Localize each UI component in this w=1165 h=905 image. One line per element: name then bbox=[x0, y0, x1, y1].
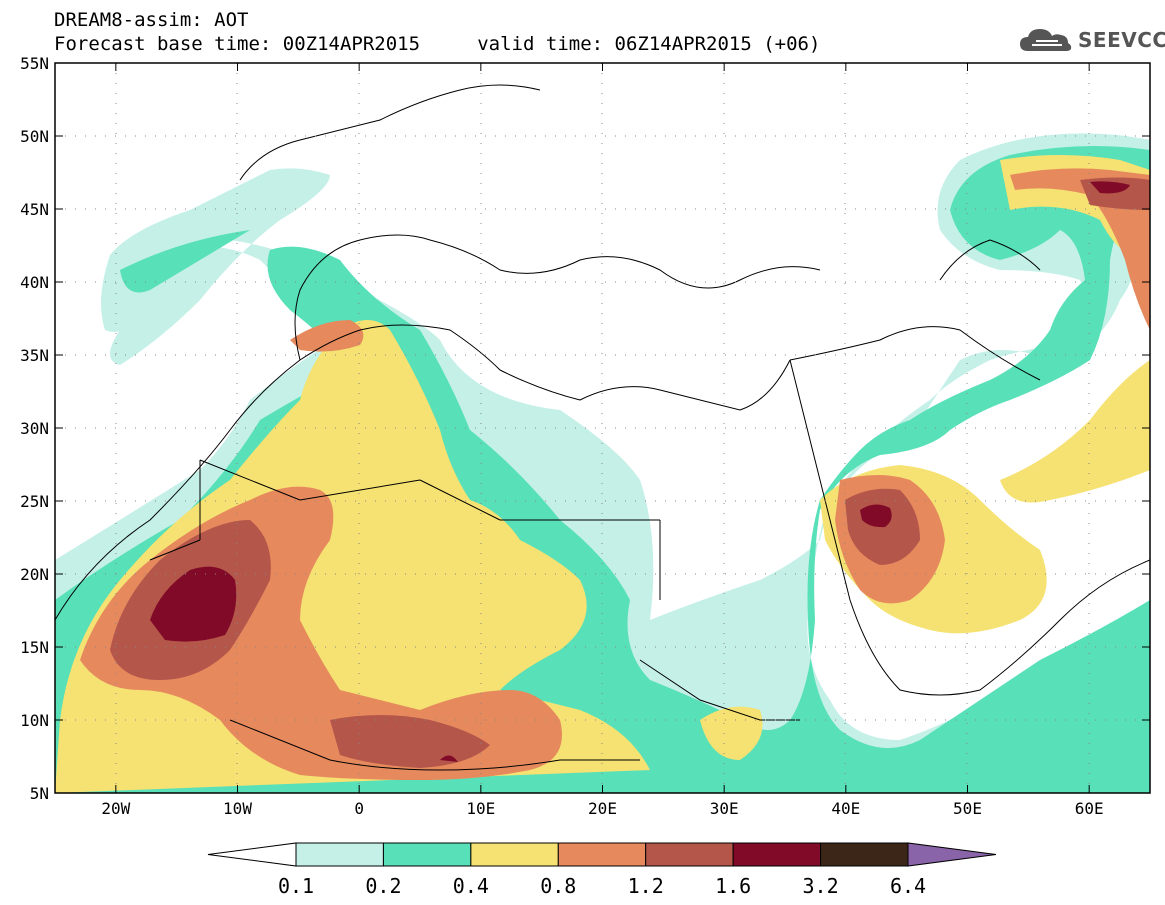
latitude-labels: 55N 50N 45N 40N 35N 30N 25N 20N 15N 10N 5N bbox=[20, 54, 49, 803]
longitude-labels: 20W 10W 0 10E 20E 30E 40E 50E 60E bbox=[101, 799, 1103, 818]
lon-label-20E: 20E bbox=[588, 799, 617, 818]
colorbar-label-0.1: 0.1 bbox=[278, 874, 314, 898]
aot-band-1.6 bbox=[150, 181, 1130, 762]
lat-label-15N: 15N bbox=[20, 638, 49, 657]
lon-label-20W: 20W bbox=[101, 799, 130, 818]
lon-label-40E: 40E bbox=[831, 799, 860, 818]
lon-label-10E: 10E bbox=[466, 799, 495, 818]
lat-label-25N: 25N bbox=[20, 492, 49, 511]
colorbar bbox=[207, 842, 997, 867]
colorbar-swatch-1 bbox=[295, 842, 384, 867]
lon-label-0: 0 bbox=[354, 799, 364, 818]
colorbar-label-3.2: 3.2 bbox=[803, 874, 839, 898]
lat-label-35N: 35N bbox=[20, 346, 49, 365]
lat-label-45N: 45N bbox=[20, 200, 49, 219]
lat-label-50N: 50N bbox=[20, 127, 49, 146]
lat-label-5N: 5N bbox=[30, 784, 49, 803]
colorbar-swatch-4 bbox=[557, 842, 647, 867]
map-title: DREAM8-assim: AOT bbox=[54, 9, 249, 31]
axis-ticks bbox=[55, 62, 1150, 794]
lat-label-40N: 40N bbox=[20, 273, 49, 292]
lat-label-10N: 10N bbox=[20, 711, 49, 730]
lon-label-50E: 50E bbox=[953, 799, 982, 818]
lon-label-60E: 60E bbox=[1075, 799, 1104, 818]
colorbar-swatch-2 bbox=[382, 842, 472, 867]
colorbar-swatch-6 bbox=[732, 842, 822, 867]
lat-label-55N: 55N bbox=[20, 54, 49, 73]
colorbar-label-1.6: 1.6 bbox=[715, 874, 751, 898]
lat-label-20N: 20N bbox=[20, 565, 49, 584]
coastlines bbox=[55, 84, 1150, 771]
lon-label-10W: 10W bbox=[223, 799, 252, 818]
logo-text: SEEVCCC bbox=[1078, 28, 1165, 52]
lat-label-30N: 30N bbox=[20, 419, 49, 438]
colorbar-swatch-5 bbox=[645, 842, 734, 867]
colorbar-label-1.2: 1.2 bbox=[628, 874, 664, 898]
cloud-icon bbox=[1020, 29, 1072, 51]
colorbar-label-0.8: 0.8 bbox=[540, 874, 576, 898]
forecast-time-line: Forecast base time: 00Z14APR2015 valid t… bbox=[54, 33, 821, 55]
seevccc-logo: SEEVCCC bbox=[1018, 24, 1165, 56]
colorbar-min-triangle bbox=[207, 842, 297, 867]
colorbar-label-0.2: 0.2 bbox=[365, 874, 401, 898]
colorbar-label-6.4: 6.4 bbox=[890, 874, 926, 898]
aot-fields bbox=[55, 63, 1150, 793]
colorbar-label-0.4: 0.4 bbox=[453, 874, 489, 898]
lon-label-30E: 30E bbox=[710, 799, 739, 818]
colorbar-labels: 0.1 0.2 0.4 0.8 1.2 1.6 3.2 6.4 bbox=[278, 874, 926, 898]
colorbar-swatch-3 bbox=[470, 842, 559, 867]
colorbar-swatch-7 bbox=[820, 842, 909, 867]
colorbar-max-triangle bbox=[907, 842, 997, 867]
